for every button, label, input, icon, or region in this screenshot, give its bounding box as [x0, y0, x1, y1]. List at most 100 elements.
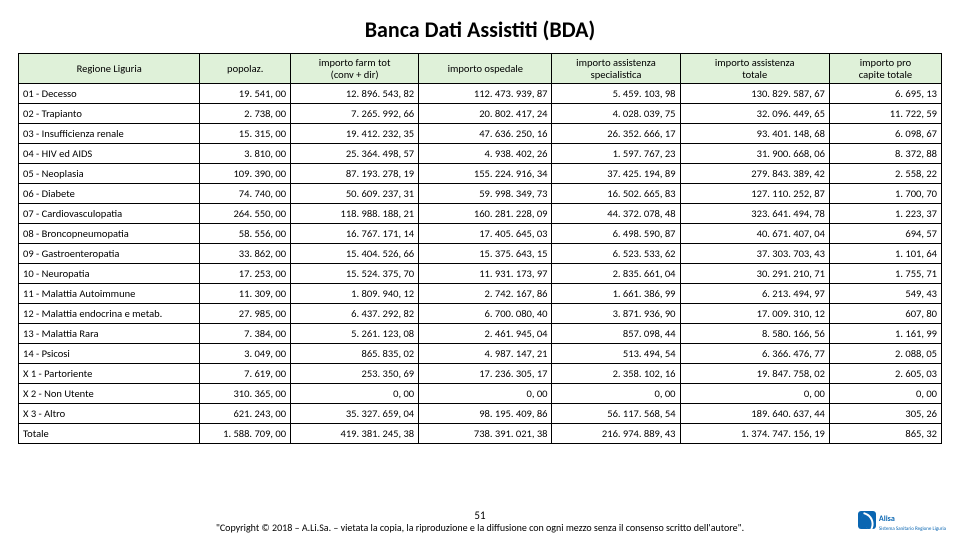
value-cell: 127. 110. 252, 87: [680, 184, 829, 204]
value-cell: 15. 375. 643, 15: [419, 244, 552, 264]
table-row: 09 - Gastroenteropatia33. 862, 0015. 404…: [19, 244, 942, 264]
value-cell: 93. 401. 148, 68: [680, 124, 829, 144]
value-cell: 19. 541, 00: [200, 84, 291, 104]
value-cell: 865, 32: [829, 424, 941, 444]
value-cell: 857. 098, 44: [552, 324, 680, 344]
region-cell: 01 - Decesso: [19, 84, 200, 104]
table-row: 03 - Insufficienza renale15. 315, 0019. …: [19, 124, 942, 144]
value-cell: 3. 049, 00: [200, 344, 291, 364]
value-cell: 40. 671. 407, 04: [680, 224, 829, 244]
value-cell: 1. 755, 71: [829, 264, 941, 284]
value-cell: 1. 161, 99: [829, 324, 941, 344]
value-cell: 7. 619, 00: [200, 364, 291, 384]
value-cell: 19. 847. 758, 02: [680, 364, 829, 384]
value-cell: 44. 372. 078, 48: [552, 204, 680, 224]
value-cell: 6. 700. 080, 40: [419, 304, 552, 324]
value-cell: 56. 117. 568, 54: [552, 404, 680, 424]
value-cell: 1. 223, 37: [829, 204, 941, 224]
value-cell: 6. 695, 13: [829, 84, 941, 104]
data-table: Regione Liguriapopolaz.importo farm tot …: [18, 53, 942, 444]
region-cell: Totale: [19, 424, 200, 444]
table-body: 01 - Decesso19. 541, 0012. 896. 543, 82 1…: [19, 84, 942, 444]
value-cell: 310. 365, 00: [200, 384, 291, 404]
value-cell: 2. 738, 00: [200, 104, 291, 124]
region-cell: 13 - Malattia Rara: [19, 324, 200, 344]
value-cell: 11. 931. 173, 97: [419, 264, 552, 284]
value-cell: 1. 809. 940, 12: [291, 284, 419, 304]
region-cell: X 3 - Altro: [19, 404, 200, 424]
value-cell: 1. 588. 709, 00: [200, 424, 291, 444]
value-cell: 17. 253, 00: [200, 264, 291, 284]
value-cell: 6. 366. 476, 77: [680, 344, 829, 364]
value-cell: 1. 374. 747. 156, 19: [680, 424, 829, 444]
value-cell: 16. 767. 171, 14: [291, 224, 419, 244]
value-cell: 2. 358. 102, 16: [552, 364, 680, 384]
value-cell: 1. 597. 767, 23: [552, 144, 680, 164]
value-cell: 2. 835. 661, 04: [552, 264, 680, 284]
value-cell: 12. 896. 543, 82: [291, 84, 419, 104]
value-cell: 31. 900. 668, 06: [680, 144, 829, 164]
value-cell: 2. 558, 22: [829, 164, 941, 184]
region-cell: 07 - Cardiovasculopatia: [19, 204, 200, 224]
table-row: 12 - Malattia endocrina e metab.27. 985,…: [19, 304, 942, 324]
value-cell: 17. 236. 305, 17: [419, 364, 552, 384]
value-cell: 189. 640. 637, 44: [680, 404, 829, 424]
value-cell: 264. 550, 00: [200, 204, 291, 224]
value-cell: 0, 00: [680, 384, 829, 404]
region-cell: 10 - Neuropatia: [19, 264, 200, 284]
table-row: Totale1. 588. 709, 00419. 381. 245, 3873…: [19, 424, 942, 444]
value-cell: 33. 862, 00: [200, 244, 291, 264]
value-cell: 27. 985, 00: [200, 304, 291, 324]
value-cell: 0, 00: [829, 384, 941, 404]
value-cell: 4. 987. 147, 21: [419, 344, 552, 364]
table-row: 13 - Malattia Rara7. 384, 005. 261. 123,…: [19, 324, 942, 344]
value-cell: 11. 309, 00: [200, 284, 291, 304]
region-cell: X 2 - Non Utente: [19, 384, 200, 404]
value-cell: 58. 556, 00: [200, 224, 291, 244]
value-cell: 6. 437. 292, 82: [291, 304, 419, 324]
value-cell: 59. 998. 349, 73: [419, 184, 552, 204]
value-cell: 253. 350, 69: [291, 364, 419, 384]
value-cell: 17. 405. 645, 03: [419, 224, 552, 244]
value-cell: 3. 810, 00: [200, 144, 291, 164]
value-cell: 1. 101, 64: [829, 244, 941, 264]
value-cell: 30. 291. 210, 71: [680, 264, 829, 284]
logo-sub: Sistema Sanitario Regione Liguria: [879, 526, 946, 532]
table-row: 10 - Neuropatia17. 253, 0015. 524. 375, …: [19, 264, 942, 284]
region-cell: 03 - Insufficienza renale: [19, 124, 200, 144]
region-cell: 02 - Trapianto: [19, 104, 200, 124]
value-cell: 130. 829. 587, 67: [680, 84, 829, 104]
table-row: 04 - HIV ed AIDS3. 810, 0025. 364. 498, …: [19, 144, 942, 164]
alisa-logo: Alisa Sistema Sanitario Regione Liguria: [858, 507, 946, 532]
value-cell: 6. 098, 67: [829, 124, 941, 144]
value-cell: 549, 43: [829, 284, 941, 304]
value-cell: 26. 352. 666, 17: [552, 124, 680, 144]
table-row: X 1 - Partoriente7. 619, 00253. 350, 691…: [19, 364, 942, 384]
table-header-row: Regione Liguriapopolaz.importo farm tot …: [19, 54, 942, 84]
table-row: X 2 - Non Utente310. 365, 000, 000, 000,…: [19, 384, 942, 404]
region-cell: 09 - Gastroenteropatia: [19, 244, 200, 264]
value-cell: 155. 224. 916, 34: [419, 164, 552, 184]
value-cell: 118. 988. 188, 21: [291, 204, 419, 224]
region-cell: 04 - HIV ed AIDS: [19, 144, 200, 164]
value-cell: 2. 605, 03: [829, 364, 941, 384]
value-cell: 513. 494, 54: [552, 344, 680, 364]
value-cell: 607, 80: [829, 304, 941, 324]
value-cell: 8. 580. 166, 56: [680, 324, 829, 344]
value-cell: 279. 843. 389, 42: [680, 164, 829, 184]
value-cell: 87. 193. 278, 19: [291, 164, 419, 184]
value-cell: 4. 938. 402, 26: [419, 144, 552, 164]
table-row: 05 - Neoplasia109. 390, 0087. 193. 278, …: [19, 164, 942, 184]
value-cell: 7. 265. 992, 66: [291, 104, 419, 124]
region-cell: 08 - Broncopneumopatia: [19, 224, 200, 244]
col-header: importo procapite totale: [829, 54, 941, 84]
value-cell: 16. 502. 665, 83: [552, 184, 680, 204]
value-cell: 5. 261. 123, 08: [291, 324, 419, 344]
region-cell: 05 - Neoplasia: [19, 164, 200, 184]
table-row: 14 - Psicosi3. 049, 00865. 835, 024. 987…: [19, 344, 942, 364]
col-header: importo farm tot (conv + dir): [291, 54, 419, 84]
logo-name: Alisa: [879, 514, 895, 524]
value-cell: 2. 461. 945, 04: [419, 324, 552, 344]
value-cell: 8. 372, 88: [829, 144, 941, 164]
value-cell: 694, 57: [829, 224, 941, 244]
